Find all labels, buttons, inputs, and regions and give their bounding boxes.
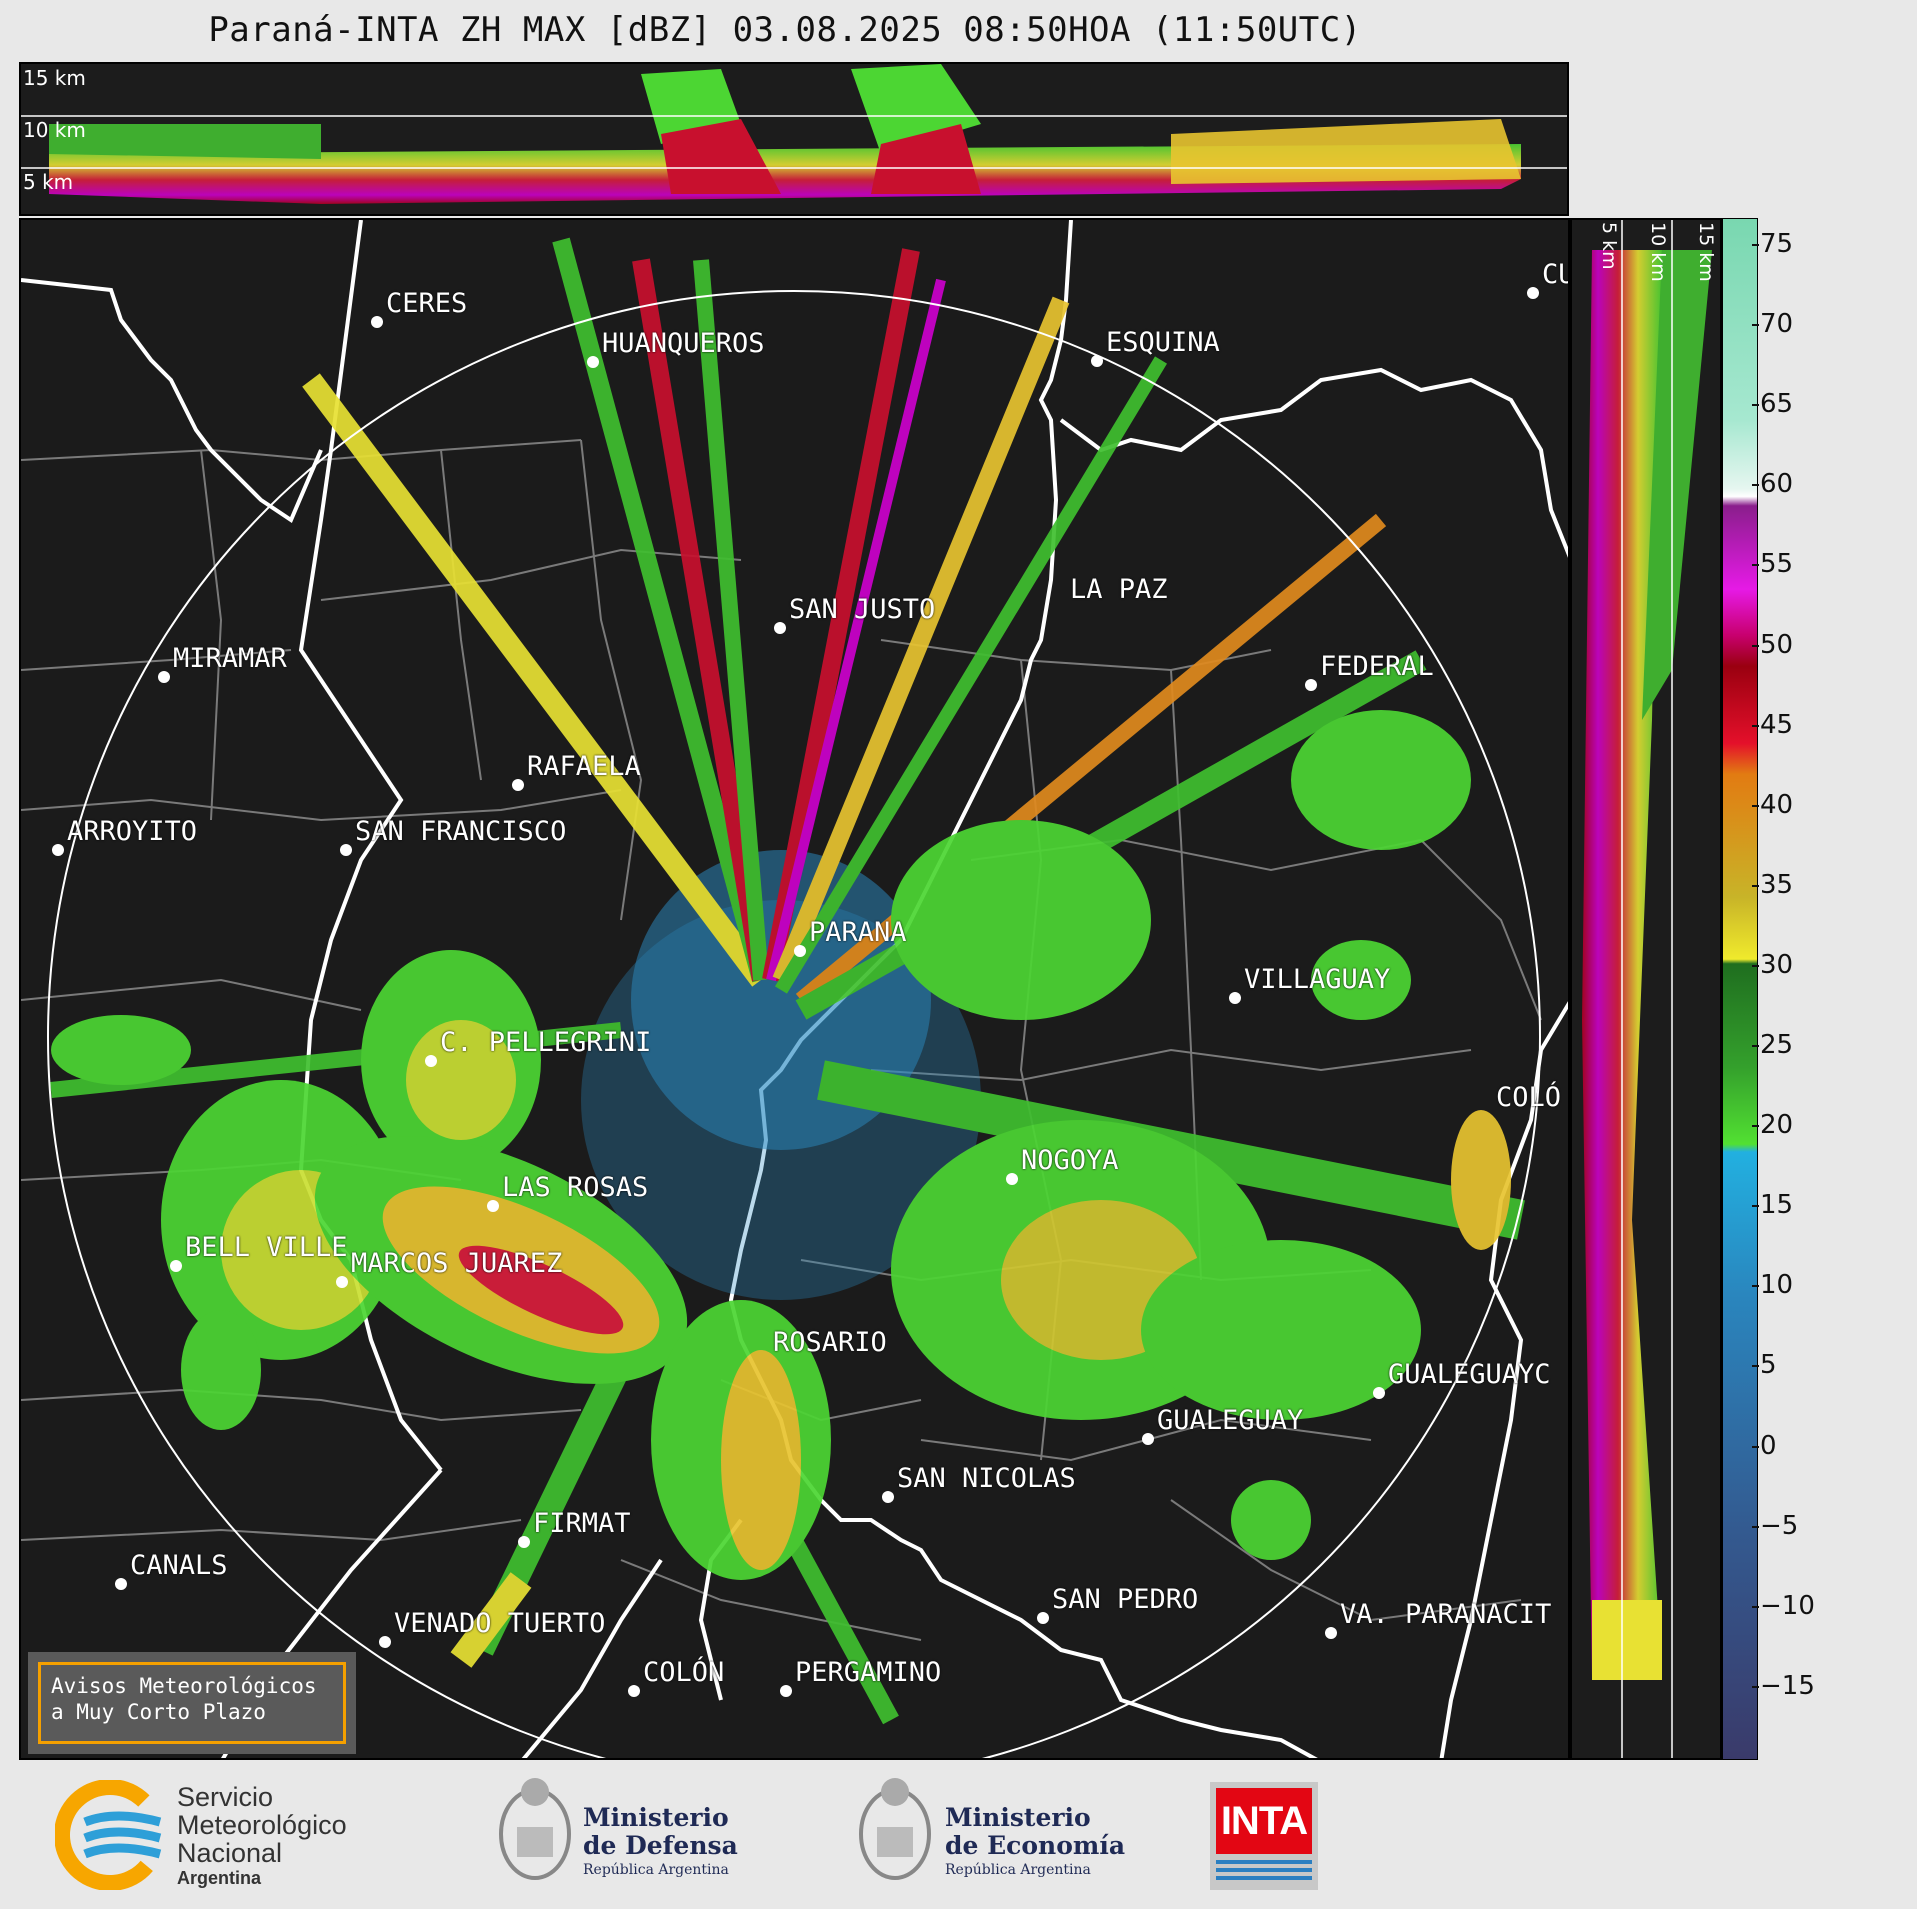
notice-box: Avisos Meteorológicos a Muy Corto Plazo	[28, 1652, 356, 1754]
colorbar-tick-label: 25	[1751, 1030, 1794, 1060]
colorbar-tick-label: 5	[1752, 1350, 1777, 1381]
smn-logo-text: Servicio Meteorológico Nacional Argentin…	[177, 1782, 347, 1888]
side-altitude-5km: 5 km	[1598, 222, 1620, 270]
economia-seal-icon	[859, 1778, 931, 1880]
radar-map-canvas	[21, 220, 1568, 1758]
economia-logo-text: Ministerio de Economía República Argenti…	[945, 1803, 1126, 1879]
colorbar-tick-label: 10	[1751, 1270, 1794, 1301]
range-ring	[47, 290, 1541, 1758]
side-cross-section-echoes	[1582, 220, 1712, 1758]
defensa-seal-icon	[499, 1778, 571, 1880]
map-title: Paraná-INTA ZH MAX [dBZ] 03.08.2025 08:5…	[208, 10, 1362, 50]
smn-logo-icon	[55, 1780, 166, 1890]
top-altitude-10km: 10 km	[23, 118, 86, 142]
top-altitude-15km: 15 km	[23, 66, 86, 90]
colorbar-tick-label: −5	[1751, 1510, 1799, 1541]
colorbar-tick-label: 35	[1751, 869, 1794, 900]
top-cross-section-echoes	[21, 64, 1567, 204]
radar-echoes	[50, 237, 1525, 1725]
side-altitude-10km: 10 km	[1647, 222, 1669, 282]
colorbar-tick-label: 55	[1751, 549, 1794, 580]
colorbar-tick-label: 70	[1751, 309, 1794, 340]
colorbar-tick-label: 60	[1751, 469, 1794, 500]
colorbar-tick-label: 75	[1751, 229, 1794, 259]
notice-line-2: a Muy Corto Plazo	[51, 1700, 266, 1724]
colorbar-tick-label: −10	[1752, 1590, 1815, 1621]
side-cross-section-panel: 5 km 10 km 15 km	[1570, 218, 1722, 1760]
radar-map[interactable]: CERES HUANQUEROS ESQUINA CU LA PAZ SAN J…	[19, 218, 1570, 1760]
colorbar-tick-label: 20	[1751, 1110, 1794, 1141]
colorbar-tick-label: 40	[1751, 789, 1794, 820]
notice-line-1: Avisos Meteorológicos	[51, 1674, 317, 1698]
reflectivity-colorbar	[1722, 218, 1758, 1760]
defensa-logo-text: Ministerio de Defensa República Argentin…	[583, 1803, 738, 1879]
inta-logo-text: INTA	[1220, 1798, 1308, 1843]
colorbar-tick-label: −15	[1752, 1670, 1815, 1701]
colorbar-tick-label: 65	[1751, 389, 1794, 420]
colorbar-tick-label: 50	[1751, 629, 1794, 660]
top-cross-section-panel: 15 km 10 km 5 km	[19, 62, 1569, 216]
colorbar-tick-label: 0	[1752, 1430, 1777, 1461]
top-altitude-5km: 5 km	[23, 170, 74, 194]
side-altitude-15km: 15 km	[1695, 222, 1717, 282]
footer-logos: Servicio Meteorológico Nacional Argentin…	[0, 1760, 1917, 1909]
inta-logo: INTA	[1210, 1782, 1318, 1890]
colorbar-tick-label: 45	[1751, 709, 1794, 740]
colorbar-tick-label: 15	[1751, 1190, 1794, 1221]
colorbar-tick-label: 30	[1751, 949, 1794, 980]
